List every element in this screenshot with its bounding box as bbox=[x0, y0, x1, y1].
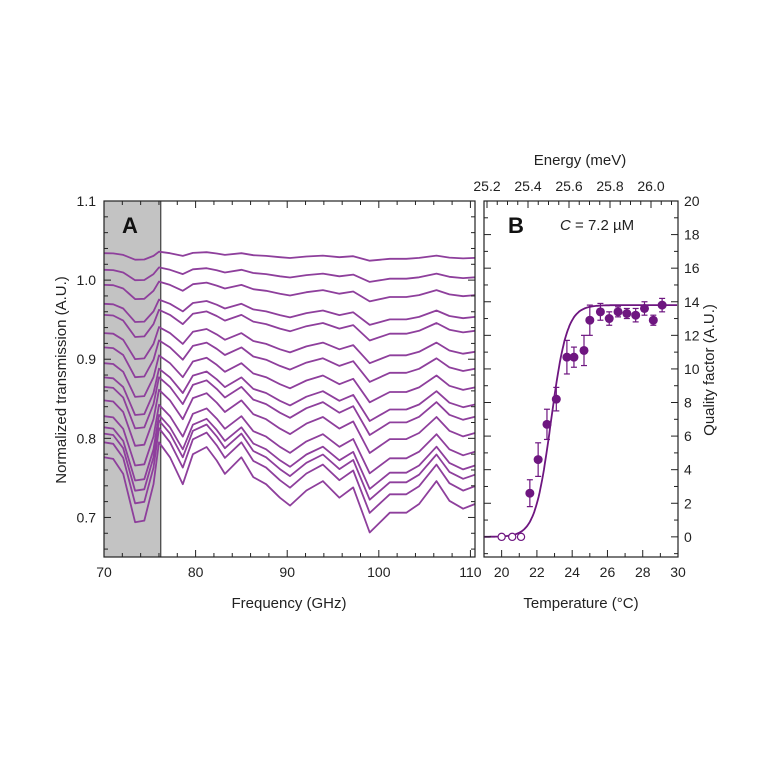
x-tick-label: 24 bbox=[564, 564, 580, 580]
x-tick-label: 26 bbox=[600, 564, 616, 580]
transmission-curve-4 bbox=[103, 298, 476, 326]
top-x-tick-label: 26.0 bbox=[637, 178, 664, 194]
open-data-point bbox=[516, 532, 526, 542]
transmission-curve-7 bbox=[103, 339, 476, 383]
y-tick-label: 2 bbox=[684, 495, 692, 511]
data-point bbox=[533, 455, 543, 465]
panel-a-ylabel: Normalized transmission (A.U.) bbox=[53, 276, 70, 484]
panel-b-ylabel: Quality factor (A.U.) bbox=[701, 304, 718, 436]
data-point bbox=[542, 419, 552, 429]
data-point bbox=[562, 352, 572, 362]
x-tick-label: 100 bbox=[367, 564, 391, 580]
open-data-point bbox=[497, 532, 506, 542]
data-point bbox=[639, 303, 649, 313]
transmission-curve-15 bbox=[103, 427, 476, 514]
y-tick-label: 0.8 bbox=[77, 430, 97, 446]
y-tick-label: 0 bbox=[684, 529, 692, 545]
data-point bbox=[579, 345, 589, 355]
data-point bbox=[585, 315, 595, 325]
y-tick-label: 20 bbox=[684, 193, 700, 209]
annotation-var: C bbox=[560, 217, 571, 234]
x-tick-label: 22 bbox=[529, 564, 545, 580]
data-point bbox=[595, 307, 605, 317]
panel-a-label: A bbox=[122, 213, 138, 238]
transmission-curve-13 bbox=[103, 413, 476, 490]
data-point bbox=[631, 310, 641, 320]
transmission-curve-10 bbox=[103, 376, 476, 436]
transmission-curve-16 bbox=[103, 441, 476, 534]
y-tick-label: 8 bbox=[684, 395, 692, 411]
transmission-curve-9 bbox=[103, 367, 476, 422]
y-tick-label: 1.0 bbox=[77, 272, 97, 288]
x-tick-label: 70 bbox=[96, 564, 112, 580]
x-tick-label: 110 bbox=[459, 564, 482, 580]
x-tick-label: 90 bbox=[279, 564, 295, 580]
panel-a: 70 80 90 100 110 0.7 0.8 0.9 1.0 1.1 bbox=[77, 193, 482, 580]
panel-a-frame bbox=[103, 200, 476, 558]
annotation-text: = 7.2 µM bbox=[571, 217, 634, 234]
transmission-curve-14 bbox=[103, 419, 476, 501]
data-point bbox=[657, 300, 667, 310]
y-tick-label: 0.7 bbox=[77, 509, 97, 525]
y-tick-label: 1.1 bbox=[77, 193, 97, 209]
y-tick-label: 14 bbox=[684, 294, 700, 310]
data-point bbox=[569, 352, 579, 362]
top-x-tick-label: 25.6 bbox=[555, 178, 582, 194]
y-tick-label: 0.9 bbox=[77, 351, 97, 367]
top-x-tick-label: 25.2 bbox=[473, 178, 500, 194]
open-data-point bbox=[508, 532, 517, 542]
x-tick-label: 80 bbox=[188, 564, 204, 580]
data-point bbox=[613, 307, 623, 317]
transmission-curve-12 bbox=[103, 403, 476, 475]
panel-b-frame bbox=[483, 200, 679, 558]
x-tick-label: 28 bbox=[635, 564, 651, 580]
transmission-curve-3 bbox=[103, 280, 476, 303]
top-x-tick-label: 25.8 bbox=[596, 178, 623, 194]
panel-b-label: B bbox=[508, 213, 524, 238]
data-point bbox=[604, 314, 614, 324]
data-point bbox=[551, 394, 561, 404]
transmission-curve-1 bbox=[103, 250, 476, 262]
panel-b-top-xlabel: Energy (meV) bbox=[534, 152, 627, 169]
panel-a-xlabel: Frequency (GHz) bbox=[231, 595, 346, 612]
data-point bbox=[622, 309, 632, 319]
y-tick-label: 18 bbox=[684, 227, 700, 243]
transmission-curve-8 bbox=[103, 354, 476, 404]
data-point bbox=[525, 488, 535, 498]
y-tick-label: 16 bbox=[684, 260, 700, 276]
y-tick-label: 10 bbox=[684, 361, 700, 377]
top-x-tick-label: 25.4 bbox=[514, 178, 541, 194]
y-tick-label: 4 bbox=[684, 462, 692, 478]
y-tick-label: 12 bbox=[684, 327, 700, 343]
transmission-curve-11 bbox=[103, 388, 476, 454]
x-tick-label: 20 bbox=[494, 564, 510, 580]
panel-b-xlabel: Temperature (°C) bbox=[523, 595, 638, 612]
transmission-curve-2 bbox=[103, 266, 476, 283]
x-tick-label: 30 bbox=[670, 564, 686, 580]
data-point bbox=[648, 315, 658, 325]
y-tick-label: 6 bbox=[684, 428, 692, 444]
transmission-curve-6 bbox=[103, 326, 476, 365]
concentration-annotation: C = 7.2 µM bbox=[560, 217, 634, 234]
transmission-curve-5 bbox=[103, 308, 476, 342]
